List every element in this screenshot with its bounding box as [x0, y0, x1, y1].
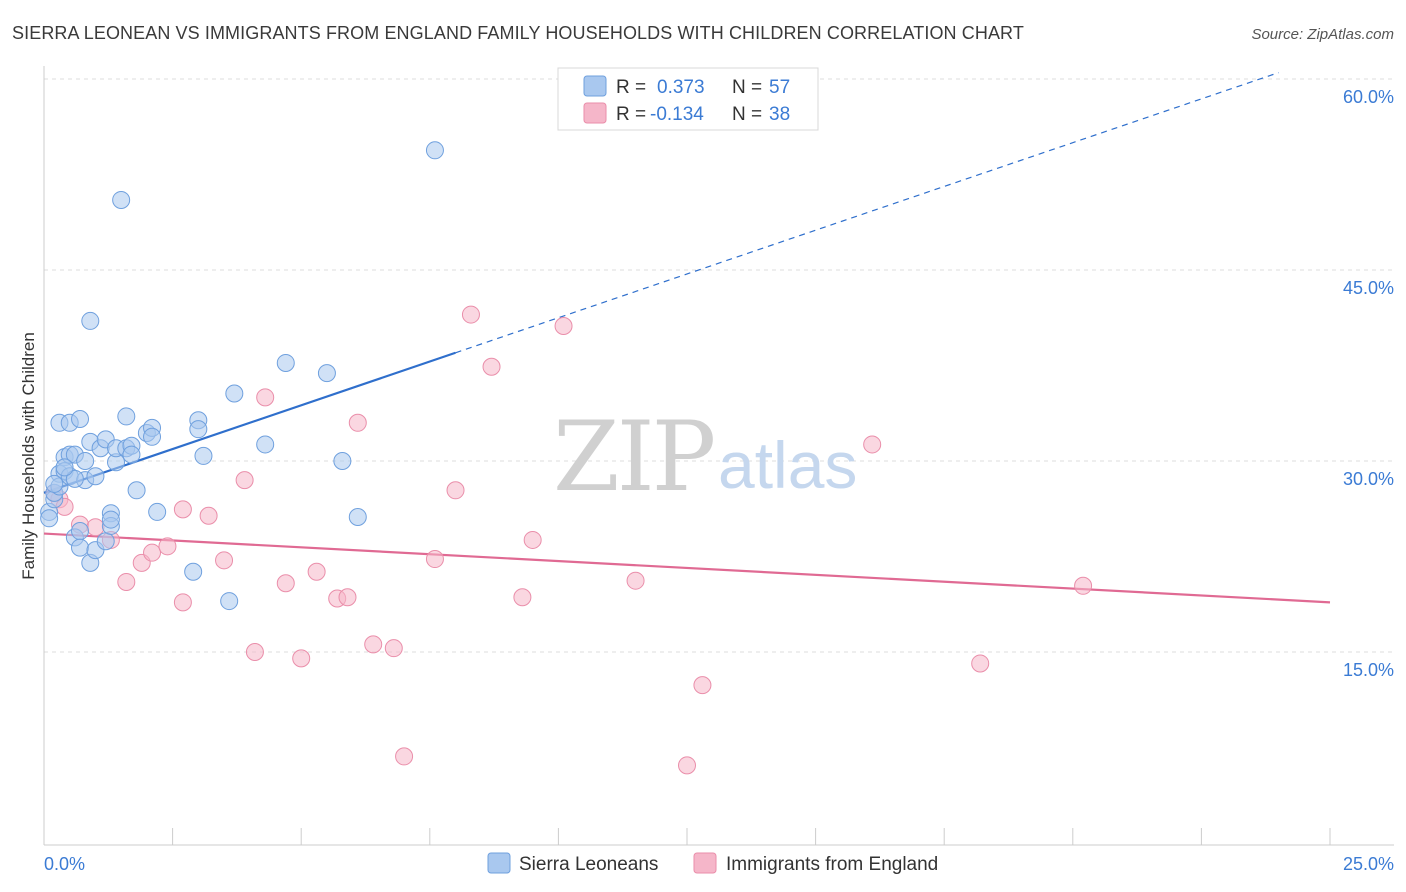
- x-tick-label-min: 0.0%: [44, 854, 85, 874]
- point-series-1-37: [971, 654, 990, 673]
- point-series-0-50: [317, 364, 336, 383]
- point-series-0-32: [112, 190, 131, 209]
- point-series-1-32: [554, 317, 573, 336]
- point-series-1-21: [338, 588, 357, 607]
- point-series-1-6: [117, 572, 136, 591]
- point-series-1-33: [626, 571, 645, 590]
- point-series-1-24: [384, 639, 403, 658]
- point-series-0-44: [189, 420, 208, 439]
- point-series-0-18: [76, 452, 95, 470]
- point-series-0-33: [117, 407, 136, 426]
- point-series-1-30: [513, 588, 532, 607]
- point-series-1-12: [199, 506, 218, 525]
- point-series-0-40: [143, 427, 162, 446]
- point-series-1-19: [307, 562, 326, 581]
- axes: [43, 66, 1394, 846]
- point-series-0-51: [333, 452, 352, 470]
- chart-title: SIERRA LEONEAN VS IMMIGRANTS FROM ENGLAN…: [12, 23, 1024, 43]
- stats-legend-swatch-pink: [583, 102, 607, 124]
- y-tick-label-0: 15.0%: [1343, 660, 1394, 680]
- point-series-0-37: [127, 481, 146, 500]
- y-axis-title: Family Households with Children: [19, 332, 38, 580]
- stats-legend-n-label-2: N =: [732, 104, 762, 125]
- point-series-0-14: [71, 409, 90, 428]
- point-series-0-48: [256, 435, 275, 454]
- series-legend-label-sierra-leoneans: Sierra Leoneans: [519, 854, 658, 875]
- point-series-0-15: [71, 522, 90, 541]
- point-series-1-35: [693, 676, 712, 695]
- point-series-0-46: [220, 592, 239, 611]
- trend-line-0: [43, 351, 456, 494]
- point-series-1-28: [461, 305, 480, 324]
- point-series-1-31: [523, 530, 542, 549]
- stats-legend-n-label-1: N =: [732, 77, 762, 98]
- point-series-0-16: [71, 538, 90, 557]
- y-tick-labels: 15.0% 30.0% 45.0% 60.0%: [1343, 87, 1394, 680]
- series-legend-swatch-immigrants-england: [693, 852, 717, 874]
- stats-legend-r-value-2: -0.134: [650, 104, 704, 125]
- point-series-0-29: [101, 510, 120, 529]
- point-series-0-55: [65, 469, 84, 488]
- point-series-1-29: [482, 357, 501, 376]
- point-series-1-27: [446, 481, 465, 500]
- point-series-1-9: [158, 537, 177, 556]
- chart-source: Source: ZipAtlas.com: [1251, 26, 1394, 43]
- series-legend-label-immigrants-england: Immigrants from England: [726, 854, 938, 875]
- point-series-0-25: [96, 532, 115, 551]
- point-series-0-41: [148, 502, 167, 521]
- point-series-0-52: [348, 508, 367, 527]
- data-points: [40, 141, 1093, 775]
- point-series-0-36: [122, 445, 141, 464]
- stats-legend-r-value-1: 0.373: [657, 77, 705, 98]
- point-series-0-54: [45, 474, 64, 493]
- stats-legend-r-label-2: R =: [616, 104, 646, 125]
- point-series-0-22: [86, 467, 105, 486]
- point-series-0-53: [425, 141, 444, 160]
- point-series-1-10: [173, 593, 192, 612]
- stats-legend: R = 0.373 N = 57 R = -0.134 N = 38: [557, 67, 819, 131]
- point-series-1-17: [276, 574, 295, 593]
- point-series-1-8: [143, 543, 162, 562]
- y-tick-label-3: 60.0%: [1343, 87, 1394, 107]
- point-series-1-22: [348, 413, 367, 432]
- point-series-1-4: [86, 518, 105, 537]
- point-series-1-18: [292, 649, 311, 668]
- stats-legend-swatch-blue: [583, 75, 607, 97]
- x-tick-label-max: 25.0%: [1343, 854, 1394, 874]
- stats-legend-r-label-1: R =: [616, 77, 646, 98]
- point-series-0-49: [276, 353, 295, 372]
- point-series-0-42: [184, 562, 203, 581]
- point-series-0-1: [40, 509, 59, 528]
- point-series-0-56: [55, 458, 74, 477]
- point-series-1-25: [395, 747, 414, 766]
- point-series-1-16: [256, 388, 275, 407]
- point-series-1-23: [364, 635, 383, 654]
- trend-line-1: [43, 532, 1331, 604]
- grid-lines: [44, 78, 1394, 653]
- point-series-1-38: [1074, 576, 1093, 595]
- point-series-1-34: [678, 756, 696, 775]
- point-series-0-45: [194, 446, 213, 465]
- y-tick-label-1: 30.0%: [1343, 469, 1394, 489]
- point-series-1-14: [235, 471, 254, 490]
- point-series-1-26: [425, 550, 444, 569]
- series-legend: Sierra Leoneans Immigrants from England: [487, 852, 938, 875]
- trend-lines: [43, 72, 1331, 604]
- watermark-zip: ZIP: [553, 401, 714, 513]
- trend-line-extension-0: [455, 72, 1279, 354]
- y-tick-label-2: 45.0%: [1343, 278, 1394, 298]
- point-series-1-15: [245, 643, 264, 661]
- stats-legend-n-value-1: 57: [769, 77, 790, 98]
- watermark-atlas: atlas: [718, 428, 857, 502]
- point-series-1-13: [215, 551, 234, 570]
- stats-legend-n-value-2: 38: [769, 104, 790, 125]
- point-series-0-47: [225, 384, 244, 403]
- point-series-1-11: [173, 500, 192, 519]
- point-series-1-36: [863, 435, 882, 454]
- series-legend-swatch-sierra-leoneans: [487, 852, 511, 874]
- watermark: ZIP atlas: [553, 401, 857, 513]
- point-series-0-21: [81, 311, 100, 330]
